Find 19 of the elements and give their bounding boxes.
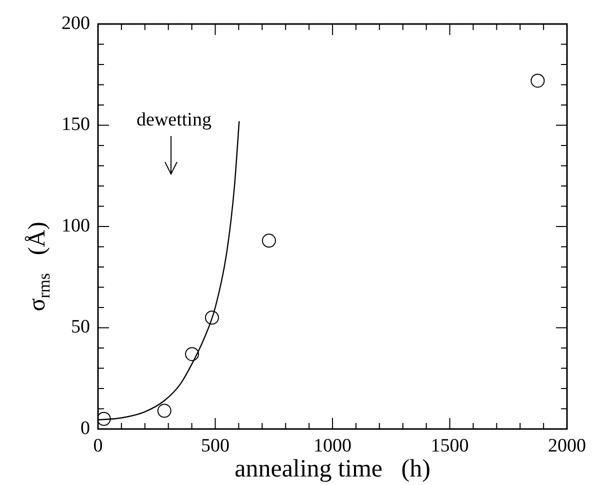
point (98, 412, 111, 426)
annotation: dewetting (136, 109, 212, 130)
x-tick-label: 2000 (548, 435, 586, 456)
x-tick-label: 1500 (430, 435, 469, 456)
y-axis-title: σrms (Å) (24, 222, 54, 312)
y-tick-label: 50 (71, 316, 90, 338)
x-tick-label: 0 (93, 435, 103, 456)
y-tick-label: 0 (80, 418, 90, 439)
y-tick-label: 100 (62, 215, 90, 236)
y-tick-label: 150 (62, 114, 90, 136)
point (157, 404, 172, 418)
y-tick-label: 200 (62, 12, 90, 34)
point (530, 74, 545, 88)
x-tick-label: 500 (201, 435, 230, 456)
point (262, 234, 276, 248)
x-tick-label: 1000 (314, 435, 352, 456)
point (204, 310, 219, 325)
x-axis-title: annealing time (h) (234, 456, 430, 483)
point (185, 347, 200, 362)
